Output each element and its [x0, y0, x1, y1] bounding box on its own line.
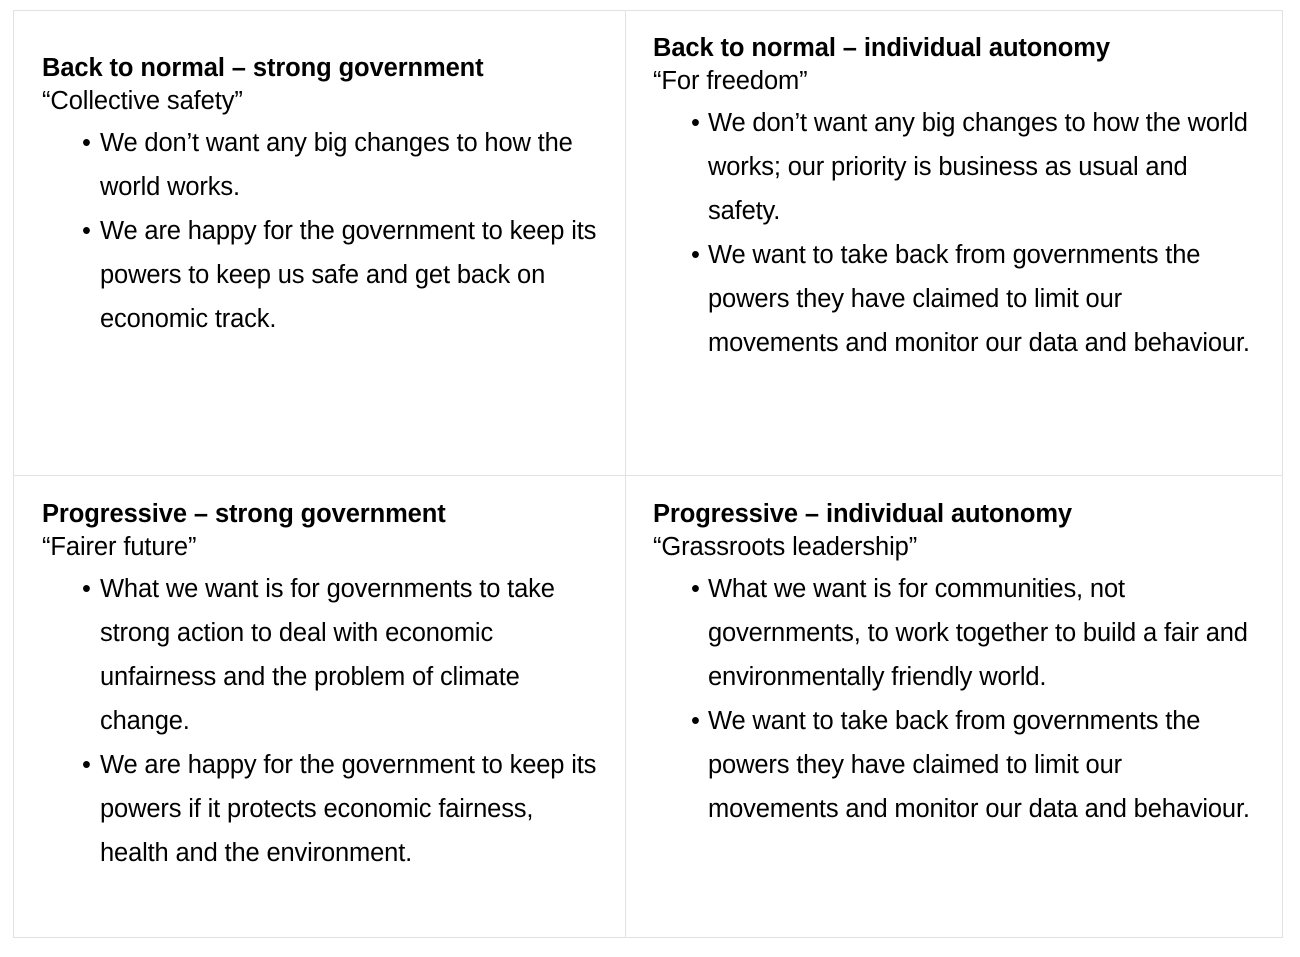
quadrant-table: Back to normal – strong government “Coll… [13, 10, 1283, 938]
quadrant-cell-back-to-normal-individual-autonomy: Back to normal – individual autonomy “Fo… [626, 11, 1282, 476]
list-item-text: We are happy for the government to keep … [100, 751, 597, 868]
quadrant-subtitle: “Collective safety” [42, 87, 243, 116]
quadrant-bullet-list: • We don’t want any big changes to how th… [42, 121, 599, 341]
quadrant-subtitle: “Fairer future” [42, 533, 197, 562]
quadrant-title: Progressive – strong government [42, 500, 446, 528]
list-item-text: What we want is for governments to take … [100, 575, 555, 736]
bullet-icon: • [82, 217, 91, 246]
bullet-icon: • [691, 109, 700, 138]
bullet-icon: • [691, 575, 700, 604]
quadrant-bullet-list: • What we want is for communities, not go… [653, 567, 1256, 831]
quadrant-subtitle: “Grassroots leadership” [653, 533, 918, 562]
list-item: • We are happy for the government to keep… [42, 743, 599, 875]
quadrant-subtitle: “For freedom” [653, 67, 808, 96]
quadrant-bullet-list: • What we want is for governments to take… [42, 567, 599, 875]
list-item: • We are happy for the government to keep… [42, 209, 599, 341]
quadrant-title: Back to normal – strong government [42, 54, 484, 82]
list-item: • We don’t want any big changes to how th… [42, 121, 599, 209]
quadrant-title: Progressive – individual autonomy [653, 500, 1072, 528]
list-item-text: We want to take back from governments th… [708, 241, 1250, 358]
list-item-text: We are happy for the government to keep … [100, 217, 597, 334]
quadrant-title: Back to normal – individual autonomy [653, 34, 1110, 62]
list-item: • We want to take back from governments t… [653, 699, 1256, 831]
bullet-icon: • [691, 241, 700, 270]
list-item: • What we want is for communities, not go… [653, 567, 1256, 699]
list-item-text: We don’t want any big changes to how the… [708, 109, 1248, 226]
list-item: • We don’t want any big changes to how th… [653, 101, 1256, 233]
list-item: • We want to take back from governments t… [653, 233, 1256, 365]
quadrant-cell-progressive-strong-government: Progressive – strong government “Fairer … [14, 476, 626, 937]
bullet-icon: • [82, 129, 91, 158]
list-item-text: We want to take back from governments th… [708, 707, 1250, 824]
list-item-text: What we want is for communities, not gov… [708, 575, 1248, 692]
quadrant-cell-progressive-individual-autonomy: Progressive – individual autonomy “Grass… [626, 476, 1282, 937]
bullet-icon: • [82, 575, 91, 604]
quadrant-cell-back-to-normal-strong-government: Back to normal – strong government “Coll… [14, 11, 626, 476]
bullet-icon: • [691, 707, 700, 736]
quadrant-bullet-list: • We don’t want any big changes to how th… [653, 101, 1256, 365]
list-item: • What we want is for governments to take… [42, 567, 599, 743]
list-item-text: We don’t want any big changes to how the… [100, 129, 573, 202]
bullet-icon: • [82, 751, 91, 780]
